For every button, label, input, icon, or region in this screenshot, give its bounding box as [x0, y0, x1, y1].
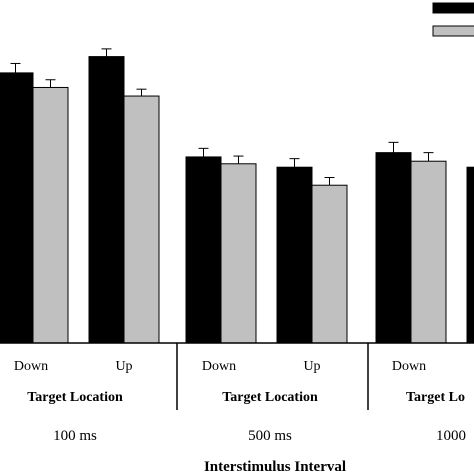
bar-g3-cat2-s1 [466, 166, 474, 344]
bar-g3-down-s2 [410, 160, 447, 344]
category-label-g2-c1: Down [202, 359, 236, 374]
category-label-g1-c1: Down [14, 359, 48, 374]
category-label-g1-c2: Up [115, 359, 132, 374]
isi-label-g1: 100 ms [53, 428, 97, 444]
bars-layer [0, 48, 474, 344]
bar-g2-down-s1 [185, 156, 222, 344]
legend-swatch-series-1 [432, 2, 474, 14]
category-label-g3-c1: Down [392, 359, 426, 374]
group-label-g2: Target Location [222, 390, 318, 405]
group-label-g3: Target Lo [406, 390, 465, 405]
bar-g2-down-s2 [220, 163, 257, 344]
x-axis-title: Interstimulus Interval [204, 459, 346, 474]
bar-g1-down-s2 [32, 86, 69, 344]
isi-label-g2: 500 ms [248, 428, 292, 444]
legend [432, 2, 474, 37]
labels-layer: Down Up Target Location 100 ms Down Up Target … [14, 343, 466, 444]
isi-label-g3: 1000 [436, 428, 466, 444]
bar-g1-up-s2 [123, 95, 160, 344]
bar-g2-up-s1 [276, 166, 313, 344]
group-label-g1: Target Location [27, 390, 123, 405]
bar-g1-down-s1 [0, 72, 34, 344]
bar-g2-up-s2 [311, 184, 348, 344]
bar-g3-down-s1 [375, 152, 412, 344]
category-label-g2-c2: Up [303, 359, 320, 374]
bar-g1-up-s1 [88, 56, 125, 344]
legend-swatch-series-2 [432, 25, 474, 37]
